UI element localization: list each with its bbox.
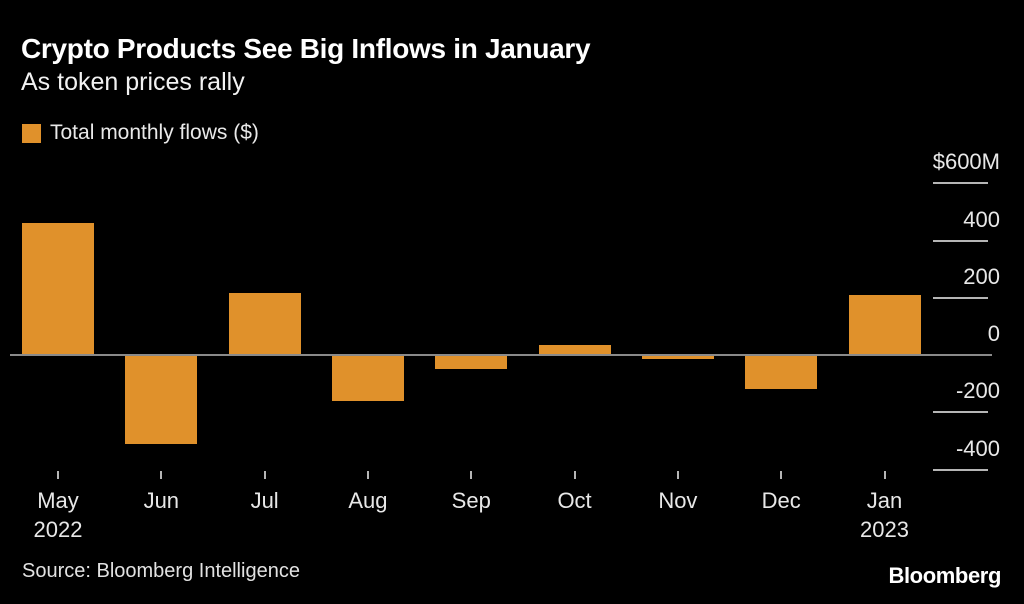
chart-bar-jul xyxy=(228,293,301,355)
y-axis-tick xyxy=(933,468,988,471)
source-note: Source: Bloomberg Intelligence xyxy=(22,560,300,582)
legend-swatch-icon xyxy=(22,123,41,143)
chart-bar-jun xyxy=(125,355,198,444)
x-axis-tick xyxy=(470,471,473,479)
x-axis-tick xyxy=(263,471,266,479)
legend: Total monthly flows ($) xyxy=(22,121,259,145)
x-axis-tick xyxy=(573,471,576,479)
chart-subtitle: As token prices rally xyxy=(21,68,245,96)
x-axis-year-label: 2023 xyxy=(860,517,909,542)
chart-bar-oct xyxy=(538,344,611,355)
x-axis-tick xyxy=(366,471,369,479)
x-axis-month-label: Aug xyxy=(348,488,388,513)
x-axis-tick xyxy=(57,471,59,479)
y-axis-label: $600M xyxy=(932,149,1000,175)
x-axis-month-label: Oct xyxy=(557,488,592,513)
chart-bar-may xyxy=(22,223,94,355)
legend-label: Total monthly flows ($) xyxy=(50,121,259,144)
x-axis-month-label: Nov xyxy=(658,488,698,513)
chart-title: Crypto Products See Big Inflows in Janua… xyxy=(21,33,591,64)
x-axis-month-label: Jul xyxy=(250,488,279,513)
chart-bar-aug xyxy=(331,355,404,401)
bloomberg-logo: Bloomberg xyxy=(888,563,1001,588)
y-axis-label: 0 xyxy=(987,321,1000,346)
x-axis-tick xyxy=(676,471,679,479)
y-axis-label: -400 xyxy=(955,435,1000,461)
y-axis-label: -200 xyxy=(955,378,1000,404)
y-axis-tick xyxy=(933,296,988,299)
x-axis-tick xyxy=(883,471,886,479)
chart-bar-jan xyxy=(848,294,921,355)
chart-bar-sep xyxy=(435,355,508,370)
y-axis-label: 400 xyxy=(963,206,1000,232)
y-axis-tick xyxy=(933,239,988,242)
zero-baseline xyxy=(10,354,992,356)
y-axis-tick xyxy=(933,182,988,185)
y-axis-tick xyxy=(933,411,988,414)
x-axis-tick xyxy=(780,471,783,479)
x-axis-month-label: Jun xyxy=(143,488,180,513)
chart-bar-nov xyxy=(641,355,714,360)
x-axis-month-label: May xyxy=(37,488,79,513)
x-axis-tick xyxy=(160,471,163,479)
x-axis-month-label: Dec xyxy=(761,488,801,513)
chart-bar-dec xyxy=(745,355,818,390)
y-axis-label: 200 xyxy=(963,263,1000,289)
x-axis-month-label: Sep xyxy=(451,488,491,513)
x-axis-year-label: 2022 xyxy=(33,517,83,542)
x-axis-month-label: Jan xyxy=(866,488,903,513)
